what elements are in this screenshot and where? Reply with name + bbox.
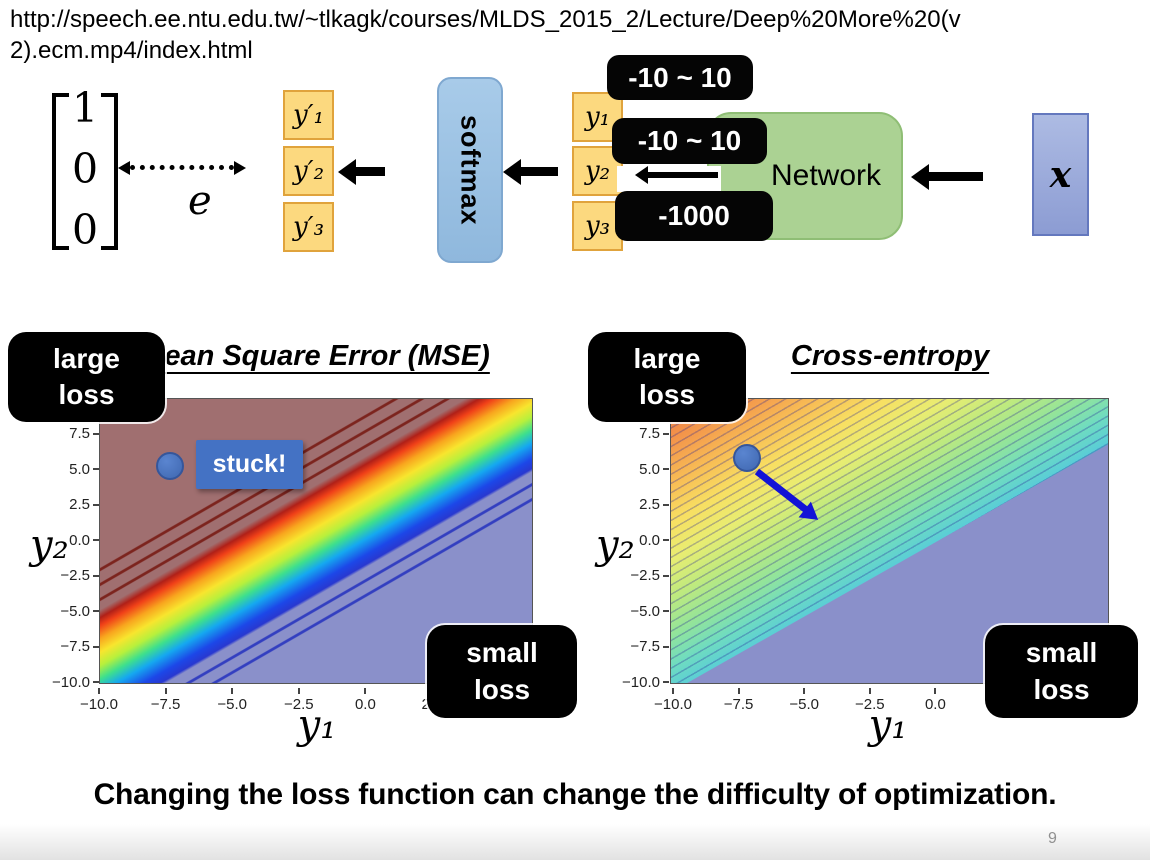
descent-start-dot — [733, 444, 761, 472]
y-tick: −2.5 — [606, 568, 669, 583]
badge-line: loss — [473, 673, 531, 705]
lecture-url-line2: 2).ecm.mp4/index.html — [10, 37, 253, 64]
input-x-box: x — [1032, 113, 1089, 236]
x-tick: −10.0 — [651, 688, 695, 713]
badge-line: large — [53, 342, 120, 374]
y-tick: 5.0 — [36, 462, 99, 477]
y-tick: −2.5 — [36, 568, 99, 583]
arrow-x-to-network-icon — [928, 172, 983, 181]
y-tick: 7.5 — [36, 426, 99, 441]
badge-line: large — [633, 342, 701, 374]
mse-ylabel: y₂ — [30, 522, 69, 568]
x-tick: 0.0 — [913, 688, 957, 713]
ce-x-axis-ticks: −10.0 −7.5 −5.0 −2.5 0.0 2.5 — [651, 688, 1023, 713]
y-tick: 7.5 — [606, 426, 669, 441]
x-tick: −10.0 — [77, 688, 121, 713]
ce-large-loss-badge: large loss — [588, 332, 746, 422]
x-tick: −7.5 — [717, 688, 761, 713]
x-tick: 0.0 — [343, 688, 387, 713]
badge-line: loss — [58, 379, 115, 410]
softmax-output-y1: y′₁ — [283, 90, 334, 140]
arrow-background-strip — [617, 166, 721, 192]
softmax-output-y2: y′₂ — [283, 146, 334, 196]
mse-large-loss-badge: large loss — [8, 332, 165, 422]
double-dotted-arrow-icon — [118, 161, 246, 175]
y-tick: −10.0 — [606, 675, 669, 690]
bracket-right — [101, 93, 118, 250]
y-tick: 0.0 — [36, 533, 99, 548]
x-tick: −2.5 — [277, 688, 321, 713]
softmax-box: softmax — [437, 77, 503, 263]
vector-value: 1 — [71, 84, 99, 132]
arrow-softmax-to-outputs-icon — [355, 167, 385, 176]
badge-line: loss — [638, 379, 696, 410]
badge-line: small — [466, 637, 538, 669]
y-tick: 2.5 — [36, 497, 99, 512]
slide-bottom-edge — [0, 824, 1150, 860]
mse-y-axis-ticks: 7.5 5.0 2.5 0.0 −2.5 −5.0 −7.5 −10.0 — [36, 426, 99, 690]
y-tick: 0.0 — [606, 533, 669, 548]
ce-xlabel: y₁ — [868, 702, 908, 748]
ce-small-loss-badge: small loss — [985, 625, 1138, 718]
y-tick: −7.5 — [36, 639, 99, 654]
stuck-point-dot — [156, 452, 184, 480]
arrow-logits-to-softmax-icon — [520, 167, 558, 176]
softmax-output-y3: y′₃ — [283, 202, 334, 252]
range-badge-y1: -10 ~ 10 — [607, 55, 753, 100]
badge-line: loss — [1033, 673, 1090, 705]
y-tick: 5.0 — [606, 462, 669, 477]
y-tick: −5.0 — [606, 604, 669, 619]
ce-y-axis-ticks: 7.5 5.0 2.5 0.0 −2.5 −5.0 −7.5 −10.0 — [606, 426, 669, 690]
range-badge-y2: -10 ~ 10 — [612, 118, 767, 164]
range-badge-y3: -1000 — [615, 191, 773, 241]
mse-xlabel: y₁ — [297, 702, 337, 748]
x-tick: −7.5 — [144, 688, 188, 713]
y-tick: −10.0 — [36, 675, 99, 690]
mse-small-loss-badge: small loss — [427, 625, 577, 718]
y-tick: −5.0 — [36, 604, 99, 619]
target-vector: 1 0 0 — [52, 86, 118, 251]
vector-value: 0 — [71, 144, 99, 193]
network-output-y1: y₁ — [572, 92, 623, 142]
mse-plot-title: Mean Square Error (MSE) — [140, 340, 490, 372]
slide-headline: Changing the loss function can change th… — [93, 778, 1057, 811]
mse-x-axis-ticks: −10.0 −7.5 −5.0 −2.5 0.0 2.5 — [77, 688, 454, 713]
x-tick: −2.5 — [848, 688, 892, 713]
stuck-callout: stuck! — [196, 440, 303, 489]
vector-value: 0 — [71, 205, 99, 254]
x-tick: −5.0 — [210, 688, 254, 713]
target-vector-values: 1 0 0 — [65, 84, 105, 254]
badge-line: small — [1025, 637, 1098, 669]
ce-plot-title: Cross-entropy — [790, 340, 990, 372]
error-label: e — [188, 178, 212, 224]
lecture-url-line1: http://speech.ee.ntu.edu.tw/~tlkagk/cour… — [10, 6, 961, 33]
lecture-url[interactable]: http://speech.ee.ntu.edu.tw/~tlkagk/cour… — [10, 4, 961, 66]
y-tick: 2.5 — [606, 497, 669, 512]
page-number: 9 — [1048, 830, 1057, 847]
ce-ylabel: y₂ — [596, 522, 635, 568]
arrow-network-to-y2-icon — [648, 172, 718, 178]
bracket-left — [52, 93, 69, 250]
y-tick: −7.5 — [606, 639, 669, 654]
x-tick: −5.0 — [782, 688, 826, 713]
